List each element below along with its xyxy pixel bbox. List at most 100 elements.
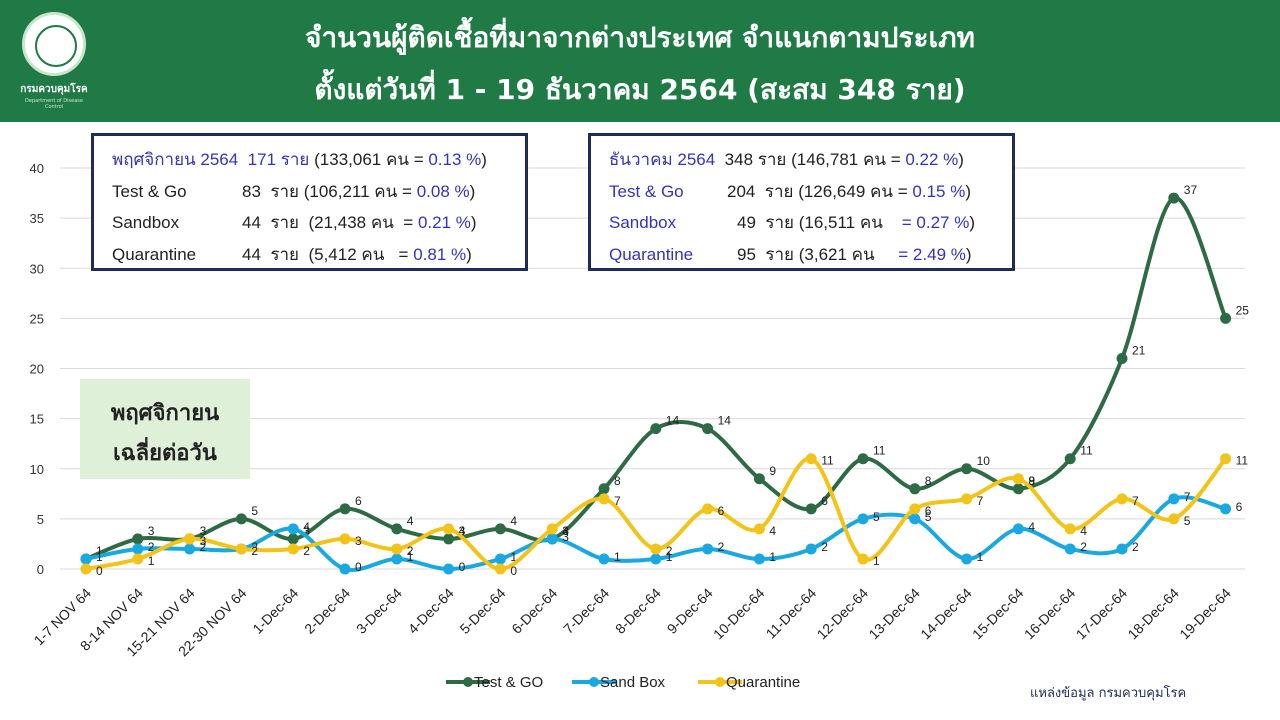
data-point bbox=[650, 423, 662, 435]
x-tick-label: 5-Dec-64 bbox=[456, 585, 508, 637]
data-point bbox=[909, 503, 921, 515]
data-label: 14 bbox=[666, 414, 680, 428]
data-point bbox=[1012, 523, 1024, 535]
data-label: 9 bbox=[769, 464, 776, 478]
data-point bbox=[598, 553, 610, 565]
data-point bbox=[339, 533, 351, 545]
data-label: 3 bbox=[148, 524, 155, 538]
data-label: 1 bbox=[977, 550, 984, 564]
data-point bbox=[753, 473, 765, 485]
data-point bbox=[857, 553, 869, 565]
data-label: 1 bbox=[96, 544, 103, 558]
data-label: 2 bbox=[821, 540, 828, 554]
logo-emblem-icon bbox=[22, 12, 86, 76]
data-point bbox=[1116, 352, 1128, 364]
data-label: 1 bbox=[148, 554, 155, 568]
data-point bbox=[1012, 483, 1024, 495]
data-point bbox=[805, 453, 817, 465]
x-tick-label: 1-Dec-64 bbox=[249, 585, 301, 637]
logo-text: กรมควบคุมโรค bbox=[20, 84, 88, 95]
data-point bbox=[961, 553, 973, 565]
data-point bbox=[961, 493, 973, 505]
data-label: 2 bbox=[200, 540, 207, 554]
data-label: 2 bbox=[718, 540, 725, 554]
data-point bbox=[1220, 503, 1232, 515]
december-sandbox-row: Sandbox 49 ราย (16,511 คน = 0.27 %) bbox=[609, 213, 975, 232]
data-point bbox=[339, 563, 351, 575]
data-point bbox=[339, 503, 351, 515]
data-label: 10 bbox=[977, 454, 991, 468]
data-point bbox=[702, 503, 714, 515]
data-point bbox=[287, 533, 299, 545]
y-tick-label: 35 bbox=[30, 211, 44, 226]
data-point bbox=[1116, 493, 1128, 505]
data-label: 6 bbox=[718, 504, 725, 518]
data-point bbox=[909, 483, 921, 495]
data-label: 7 bbox=[1184, 490, 1191, 504]
december-summary-row: ธันวาคม 2564 348 ราย (146,781 คน = 0.22 … bbox=[609, 150, 964, 169]
data-label: 5 bbox=[251, 504, 258, 518]
x-tick-label: 4-Dec-64 bbox=[405, 585, 457, 637]
data-label: 3 bbox=[562, 530, 569, 544]
data-label: 4 bbox=[407, 514, 414, 528]
data-point bbox=[287, 523, 299, 535]
data-label: 2 bbox=[666, 544, 673, 558]
data-point bbox=[287, 543, 299, 555]
legend-label: Sand Box bbox=[600, 674, 666, 691]
x-tick-label: 8-Dec-64 bbox=[612, 585, 664, 637]
data-label: 1 bbox=[873, 554, 880, 568]
x-tick-label: 12-Dec-64 bbox=[814, 585, 872, 643]
x-tick-label: 17-Dec-64 bbox=[1073, 585, 1131, 643]
data-label: 0 bbox=[96, 564, 103, 578]
december-testgo-row: Test & Go 204 ราย (126,649 คน = 0.15 %) bbox=[609, 182, 971, 201]
data-label: 37 bbox=[1184, 183, 1198, 197]
data-point bbox=[235, 513, 247, 525]
data-point bbox=[805, 543, 817, 555]
data-point bbox=[132, 543, 144, 555]
data-point bbox=[702, 543, 714, 555]
logo-subtext: Department of Disease Control bbox=[25, 98, 83, 110]
data-point bbox=[184, 533, 196, 545]
x-tick-label: 3-Dec-64 bbox=[353, 585, 405, 637]
data-label: 7 bbox=[614, 494, 621, 508]
y-tick-label: 10 bbox=[30, 462, 44, 477]
data-label: 1 bbox=[666, 550, 673, 564]
y-tick-label: 20 bbox=[30, 362, 44, 377]
legend-label: Test & GO bbox=[474, 674, 543, 691]
source-note: แหล่งข้อมูล กรมควบคุมโรค bbox=[1030, 686, 1187, 701]
data-point bbox=[494, 563, 506, 575]
data-label: 11 bbox=[1236, 454, 1249, 468]
legend-label: Quarantine bbox=[726, 674, 800, 691]
data-point bbox=[598, 493, 610, 505]
data-label: 4 bbox=[510, 514, 517, 528]
data-point bbox=[1168, 513, 1180, 525]
data-label: 2 bbox=[1132, 540, 1139, 554]
x-tick-label: 16-Dec-64 bbox=[1021, 585, 1079, 643]
data-label: 3 bbox=[200, 524, 207, 538]
november-summary-box: พฤศจิกายน 2564 171 ราย (133,061 คน = 0.1… bbox=[91, 133, 528, 271]
november-testgo-row: Test & Go 83 ราย (106,211 คน = 0.08 %) bbox=[112, 182, 476, 201]
data-label: 5 bbox=[873, 510, 880, 524]
data-point bbox=[857, 513, 869, 525]
data-point bbox=[753, 553, 765, 565]
page-title: จำนวนผู้ติดเชื้อที่มาจากต่างประเทศ จำแนก… bbox=[305, 21, 975, 54]
data-point bbox=[702, 423, 714, 435]
data-label: 1 bbox=[510, 550, 517, 564]
data-point bbox=[494, 523, 506, 535]
data-label: 2 bbox=[251, 544, 258, 558]
data-point bbox=[1168, 493, 1180, 505]
x-tick-label: 11-Dec-64 bbox=[763, 585, 820, 642]
data-label: 11 bbox=[1080, 444, 1093, 458]
legend-marker bbox=[589, 677, 599, 687]
legend-marker bbox=[715, 677, 725, 687]
data-label: 8 bbox=[614, 474, 621, 488]
data-label: 1 bbox=[96, 550, 103, 564]
data-point bbox=[1064, 523, 1076, 535]
data-label: 3 bbox=[200, 534, 207, 548]
data-point bbox=[1064, 543, 1076, 555]
ddc-logo: กรมควบคุมโรค Department of Disease Contr… bbox=[16, 12, 92, 110]
data-point bbox=[132, 533, 144, 545]
data-label: 5 bbox=[1184, 514, 1191, 528]
data-point bbox=[494, 553, 506, 565]
